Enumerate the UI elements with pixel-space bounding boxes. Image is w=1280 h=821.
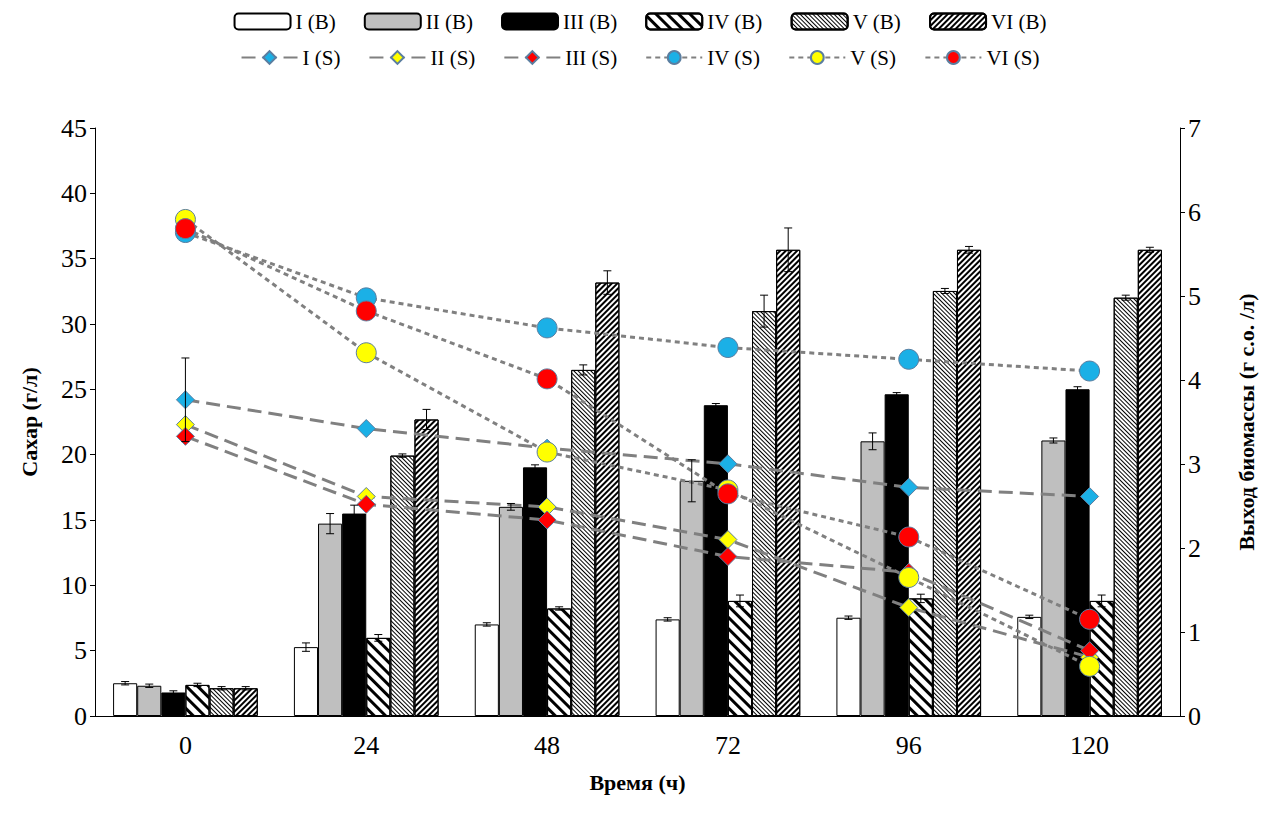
svg-text:I (B): I (B) bbox=[296, 10, 336, 34]
svg-text:V (B): V (B) bbox=[853, 10, 901, 34]
svg-text:5: 5 bbox=[1188, 282, 1201, 311]
svg-text:III (B): III (B) bbox=[563, 10, 617, 34]
svg-text:I (S): I (S) bbox=[303, 46, 341, 70]
svg-text:1: 1 bbox=[1188, 618, 1201, 647]
svg-text:40: 40 bbox=[61, 179, 87, 208]
svg-text:4: 4 bbox=[1188, 366, 1201, 395]
svg-text:25: 25 bbox=[61, 375, 87, 404]
svg-text:30: 30 bbox=[61, 310, 87, 339]
svg-text:35: 35 bbox=[61, 244, 87, 273]
svg-text:VI (S): VI (S) bbox=[986, 46, 1039, 70]
svg-text:Выход биомассы (г с.о. /л): Выход биомассы (г с.о. /л) bbox=[1234, 293, 1259, 550]
svg-text:20: 20 bbox=[61, 440, 87, 469]
svg-text:Сахар (г/л): Сахар (г/л) bbox=[17, 367, 42, 476]
svg-text:0: 0 bbox=[179, 731, 192, 760]
svg-text:96: 96 bbox=[896, 731, 922, 760]
svg-text:0: 0 bbox=[74, 702, 87, 731]
svg-text:0: 0 bbox=[1188, 702, 1201, 731]
svg-text:15: 15 bbox=[61, 506, 87, 535]
svg-text:IV (B): IV (B) bbox=[707, 10, 762, 34]
svg-text:72: 72 bbox=[715, 731, 741, 760]
svg-text:10: 10 bbox=[61, 571, 87, 600]
svg-text:7: 7 bbox=[1188, 114, 1201, 143]
svg-text:V (S): V (S) bbox=[850, 46, 896, 70]
svg-text:5: 5 bbox=[74, 636, 87, 665]
svg-text:3: 3 bbox=[1188, 450, 1201, 479]
svg-text:45: 45 bbox=[61, 114, 87, 143]
svg-text:120: 120 bbox=[1070, 731, 1109, 760]
svg-text:IV (S): IV (S) bbox=[707, 46, 760, 70]
svg-text:24: 24 bbox=[353, 731, 379, 760]
svg-text:III (S): III (S) bbox=[565, 46, 617, 70]
svg-text:2: 2 bbox=[1188, 534, 1201, 563]
svg-text:48: 48 bbox=[534, 731, 560, 760]
svg-text:6: 6 bbox=[1188, 198, 1201, 227]
svg-text:II (S): II (S) bbox=[430, 46, 475, 70]
svg-text:Время (ч): Время (ч) bbox=[589, 770, 685, 795]
svg-text:II (B): II (B) bbox=[426, 10, 473, 34]
svg-text:VI (B): VI (B) bbox=[991, 10, 1046, 34]
